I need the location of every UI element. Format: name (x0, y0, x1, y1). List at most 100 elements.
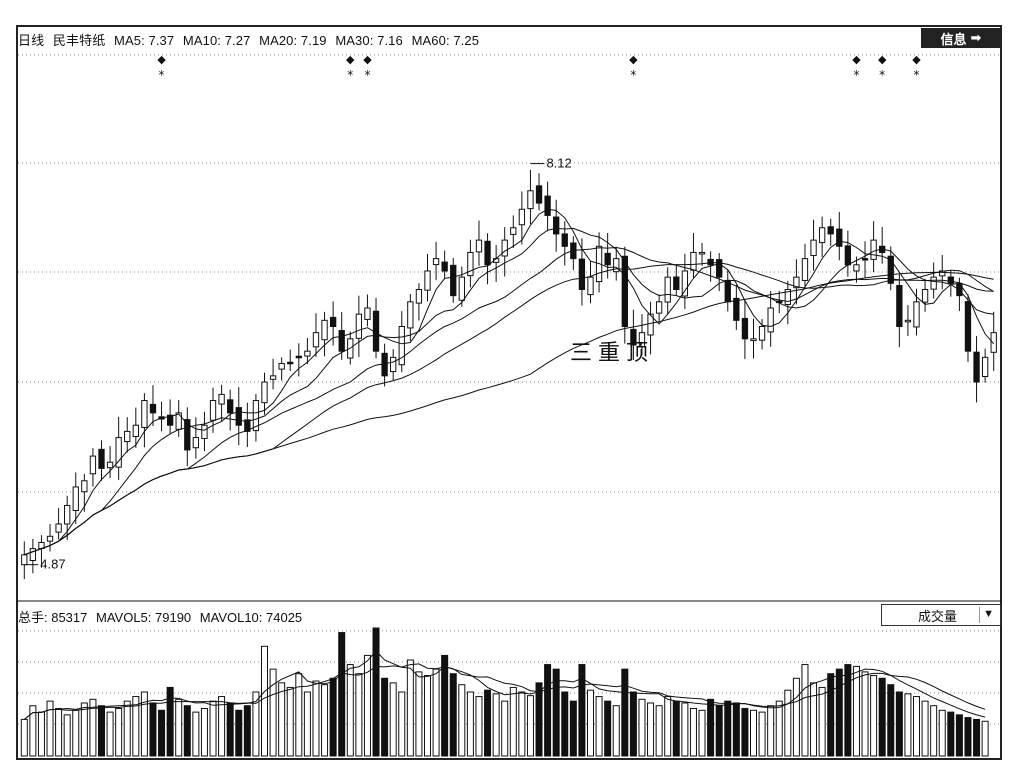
candle-body (132, 424, 139, 438)
volume-bar (767, 705, 775, 757)
candle-body (947, 276, 954, 284)
candle-body (604, 252, 611, 266)
candle-body (278, 363, 285, 370)
candle-body (836, 228, 843, 247)
ma10-line (24, 227, 994, 556)
candle-body (578, 258, 586, 290)
candle-body (801, 258, 809, 281)
candle-body (527, 190, 534, 210)
chevron-down-icon[interactable]: ▼ (983, 608, 994, 620)
volume-bar (278, 682, 286, 757)
ma5-label: MA5: 7.37 (114, 33, 175, 48)
volume-bars (20, 627, 989, 757)
volume-bar (561, 691, 569, 757)
volume-bar (655, 705, 663, 757)
candle-body (587, 276, 594, 296)
volume-bar (852, 665, 860, 757)
volume-bar (844, 664, 852, 757)
candle-body (904, 319, 912, 323)
info-button[interactable]: 信息 ➡ (921, 28, 1001, 48)
candle-body (269, 375, 277, 380)
volume-bar (604, 700, 612, 757)
candle-body (450, 264, 457, 297)
signal-star: * (853, 68, 859, 82)
volume-bar (887, 684, 895, 757)
volume-bar (955, 714, 963, 757)
volume-bar (226, 702, 234, 757)
candle-body (870, 239, 877, 260)
candle-body (55, 523, 62, 533)
candle-body (149, 403, 157, 414)
arrow-right-icon: ➡ (970, 30, 982, 45)
volume-bar (792, 677, 800, 757)
candle-body (810, 239, 817, 257)
signal-star: * (159, 68, 165, 82)
candle-body (913, 301, 920, 328)
candle-body (544, 195, 551, 216)
candle-body (827, 226, 834, 235)
candle-body (733, 297, 740, 321)
volume-bar (260, 645, 269, 757)
volume-bar (861, 671, 869, 757)
signal-star: * (630, 68, 636, 82)
volume-bar (586, 689, 595, 757)
volume-bar (346, 664, 354, 757)
candle-body (355, 313, 363, 339)
volume-bar (458, 684, 466, 757)
volume-bar (749, 709, 758, 757)
candle-body (432, 258, 440, 266)
mavol10-line (23, 663, 986, 720)
candle-body (364, 307, 371, 320)
candle-body (853, 264, 860, 272)
candle-body (484, 240, 491, 266)
volume-bar (501, 700, 509, 757)
volume-bar (535, 682, 543, 757)
candle-body (166, 414, 174, 426)
volume-bar (209, 700, 217, 757)
volume-bar (329, 677, 337, 757)
volume-bar (647, 702, 655, 757)
signal-diamond: ◆ (878, 53, 887, 66)
pattern-annotation: 三重顶 (570, 341, 654, 366)
candle-body (209, 400, 217, 421)
volume-bar (398, 691, 406, 757)
mavol5-label: MAVOL5: 79190 (96, 610, 192, 625)
candlestick-series (21, 169, 997, 580)
volume-bar (106, 711, 114, 757)
candle-body (510, 227, 517, 235)
volume-bar (406, 659, 414, 757)
volume-bar (912, 696, 921, 757)
candle-body (767, 307, 774, 333)
candle-body (475, 239, 483, 253)
candle-body (750, 338, 757, 342)
candle-body (312, 332, 320, 348)
candle-body (141, 400, 148, 428)
candle-body (467, 251, 474, 277)
total-hand-label: 总手: 85317 (18, 610, 88, 625)
signal-star: * (914, 68, 920, 82)
candle-body (930, 276, 937, 290)
indicator-select-value: 成交量 (918, 608, 958, 624)
volume-bar (97, 705, 106, 757)
indicator-select[interactable]: 成交量 ▼ (881, 604, 1001, 626)
candle-body (921, 288, 929, 303)
volume-bar (321, 684, 329, 757)
volume-bar (638, 698, 646, 757)
signal-diamond: ◆ (852, 53, 861, 66)
candle-body (115, 437, 122, 468)
volume-bar (372, 627, 380, 757)
volume-bar (569, 700, 577, 757)
volume-bar (835, 668, 843, 757)
volume-bar (140, 691, 148, 757)
volume-bar (921, 700, 929, 757)
volume-bar (741, 707, 749, 757)
grid-lines (17, 54, 1001, 725)
volume-bar (355, 673, 363, 757)
volume-bar (526, 695, 534, 757)
volume-bar (389, 682, 397, 757)
candle-body (441, 261, 448, 272)
candle-body (673, 276, 680, 290)
volume-bar (338, 632, 346, 757)
volume-bar (689, 707, 697, 757)
volume-bar (672, 700, 680, 757)
